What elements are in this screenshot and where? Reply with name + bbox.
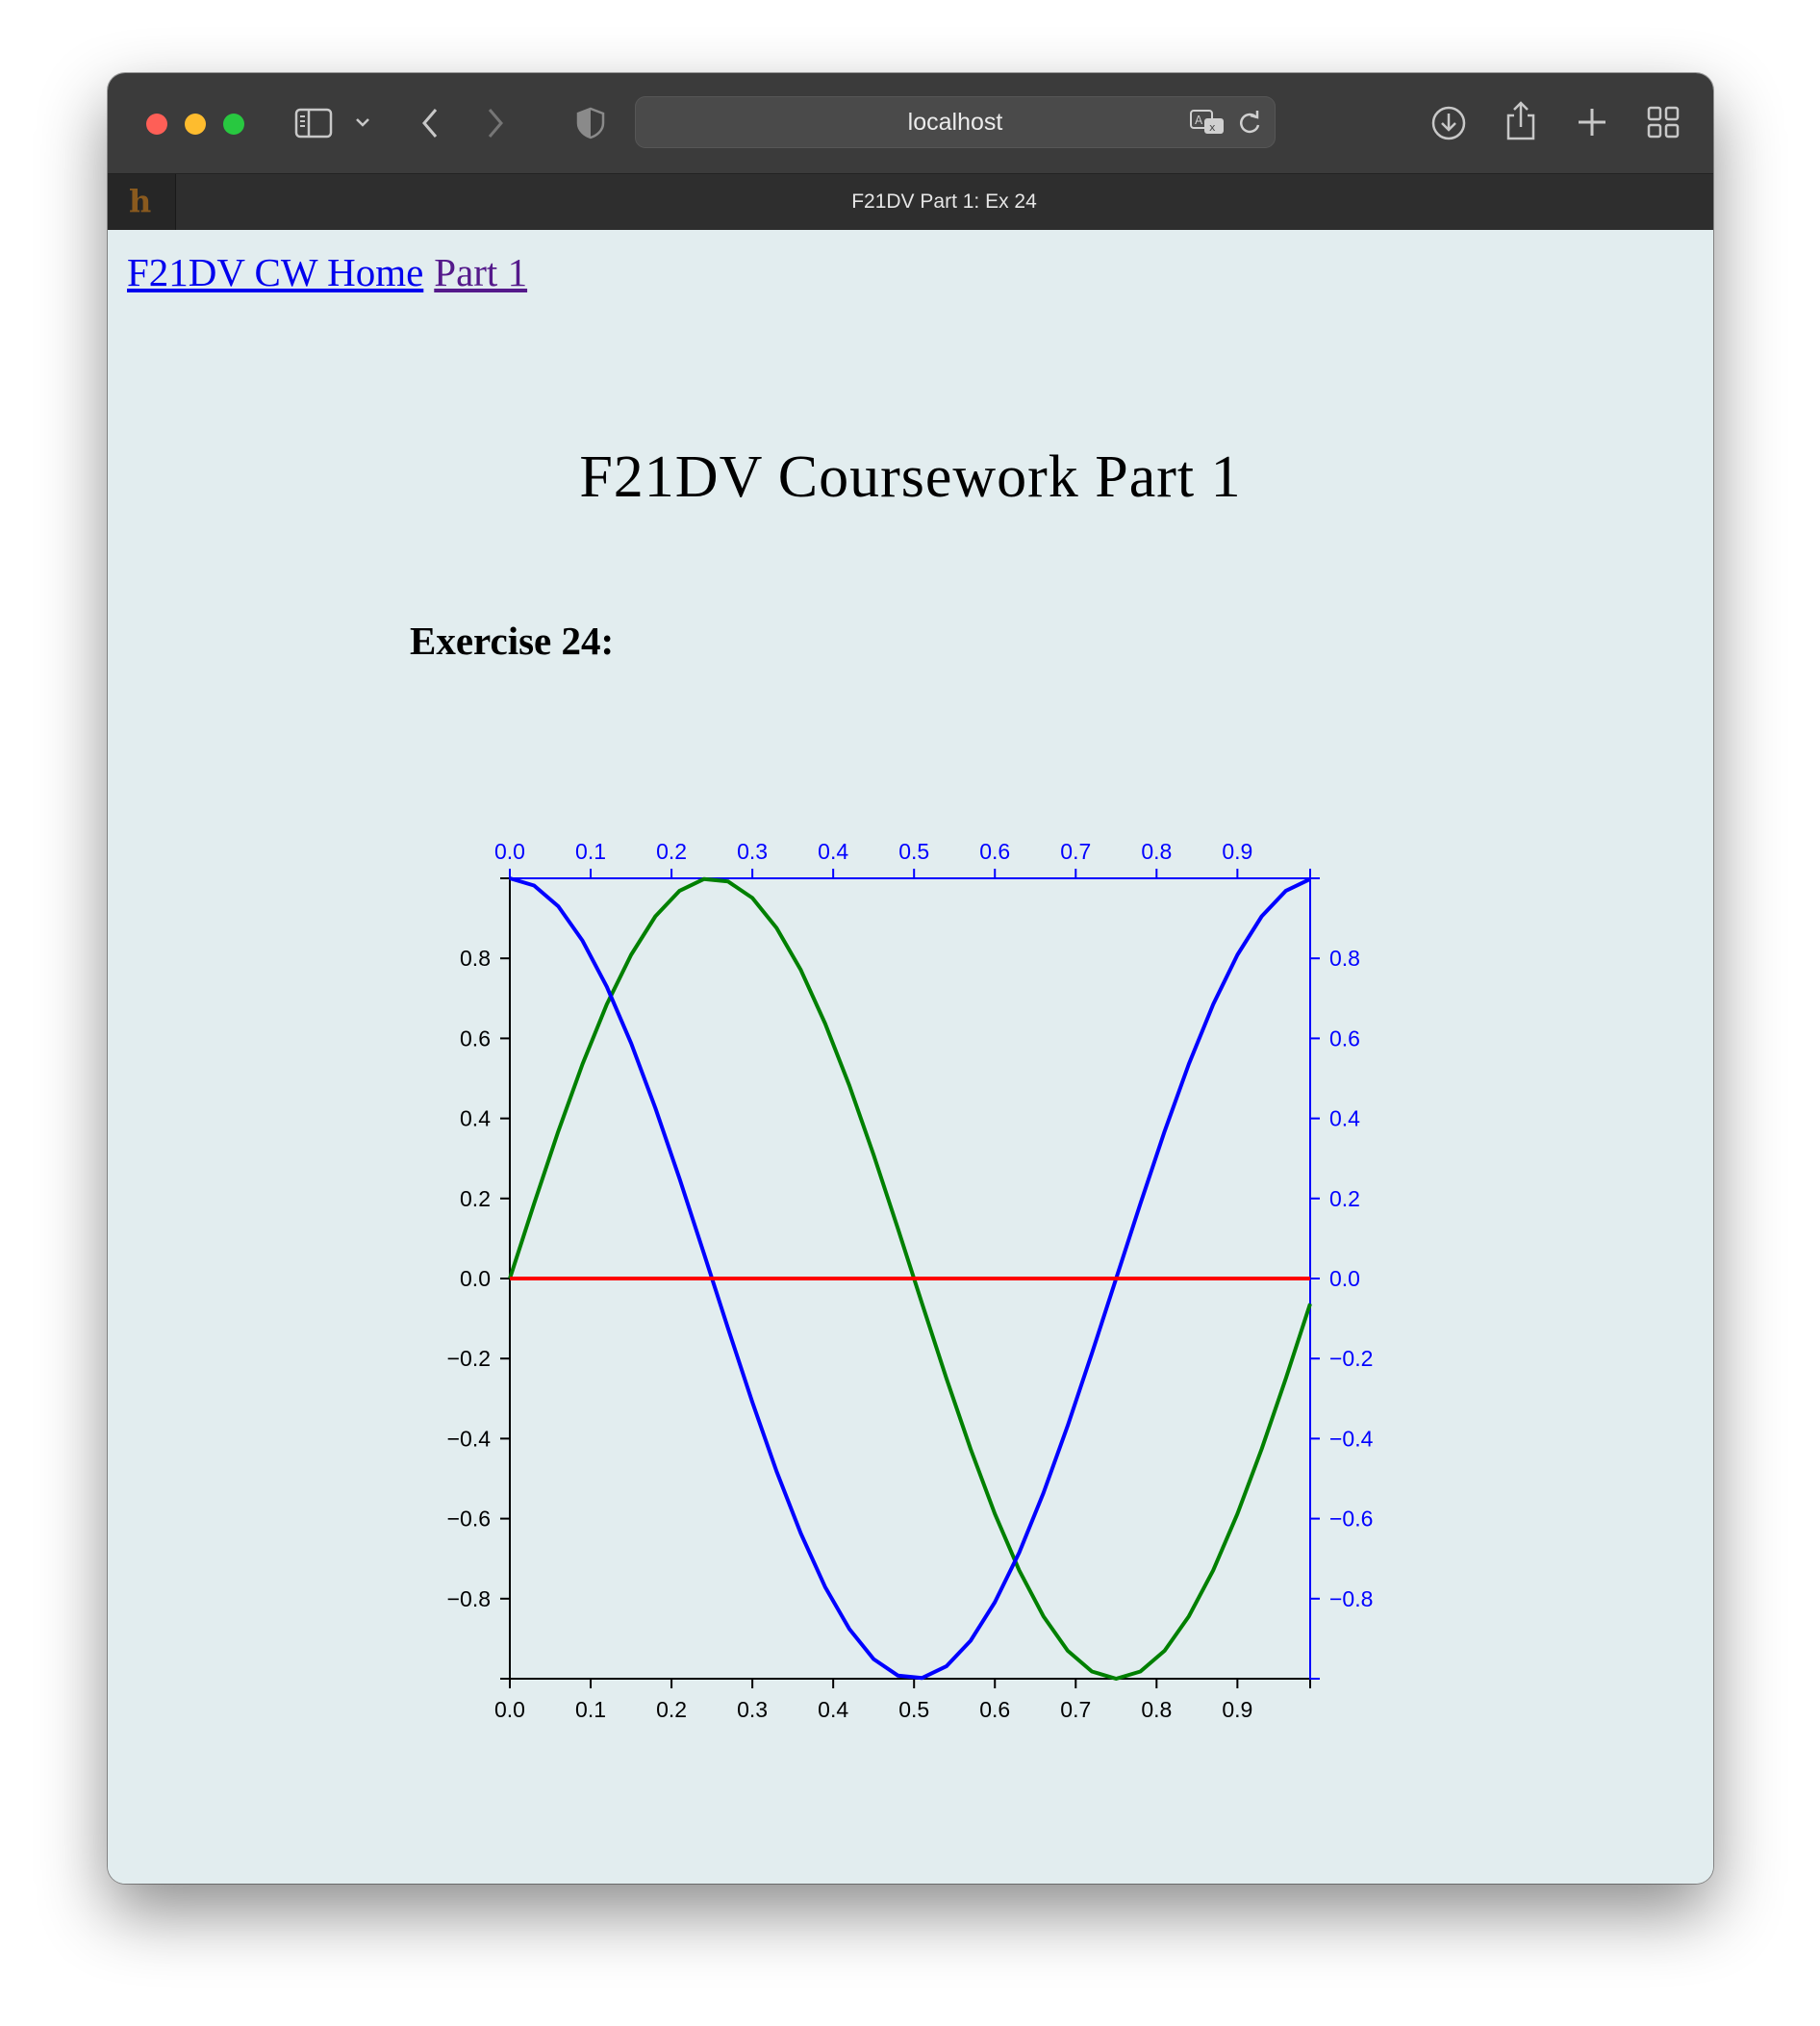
home-link[interactable]: F21DV CW Home: [127, 250, 424, 294]
y-tick-label-left: 0.2: [460, 1186, 491, 1211]
y-tick-label-right: −0.2: [1329, 1346, 1373, 1371]
address-bar[interactable]: localhost A x: [635, 96, 1276, 148]
new-tab-icon[interactable]: [1576, 106, 1608, 139]
back-icon[interactable]: [419, 106, 441, 140]
part1-link[interactable]: Part 1: [434, 250, 528, 294]
sine-series-line: [508, 876, 1312, 1681]
y-tick-label-left: 0.4: [460, 1106, 491, 1131]
exercise-heading: Exercise 24:: [410, 619, 615, 663]
close-window-button[interactable]: [146, 114, 167, 135]
minimize-window-button[interactable]: [185, 114, 206, 135]
y-tick-label-left: −0.6: [447, 1507, 491, 1532]
favicon-icon: h: [129, 183, 152, 219]
x-tick-label-top: 0.7: [1060, 839, 1091, 864]
x-tick-label-bottom: 0.9: [1222, 1697, 1252, 1722]
x-tick-label-bottom: 0.1: [575, 1697, 606, 1722]
x-tick-label-top: 0.6: [979, 839, 1010, 864]
x-tick-label-bottom: 0.5: [898, 1697, 929, 1722]
forward-icon[interactable]: [485, 106, 506, 140]
x-tick-label-bottom: 0.0: [494, 1697, 525, 1722]
x-tick-label-bottom: 0.7: [1060, 1697, 1091, 1722]
tab-bar: h F21DV Part 1: Ex 24: [108, 173, 1713, 231]
x-tick-label-top: 0.9: [1222, 839, 1252, 864]
svg-text:A: A: [1195, 114, 1203, 127]
sin-cos-chart: 0.0 0.0 0.1 0.1 0.2 0.2 0.3 0.3 0.4 0.4 0.5 0.5 0.6 0…: [447, 839, 1374, 1722]
browser-toolbar: localhost A x: [108, 73, 1713, 173]
y-tick-label-right: −0.4: [1329, 1426, 1374, 1451]
address-text: localhost: [907, 109, 1003, 136]
y-tick-label-right: −0.8: [1329, 1586, 1373, 1611]
x-tick-label-bottom: 0.3: [737, 1697, 768, 1722]
x-tick-label-top: 0.1: [575, 839, 606, 864]
page-content: F21DV CW Home Part 1 F21DV Coursework Par…: [108, 230, 1713, 1884]
nav-links: F21DV CW Home Part 1: [127, 249, 527, 295]
zoom-window-button[interactable]: [223, 114, 244, 135]
page-title: F21DV Coursework Part 1: [579, 444, 1242, 510]
reload-icon[interactable]: [1237, 110, 1262, 137]
sidebar-icon[interactable]: [294, 108, 333, 139]
shield-icon[interactable]: [575, 106, 606, 140]
svg-text:x: x: [1209, 121, 1216, 134]
x-tick-label-top: 0.4: [818, 839, 848, 864]
y-tick-label-right: −0.6: [1329, 1507, 1373, 1532]
x-tick-label-top: 0.2: [656, 839, 687, 864]
y-tick-label-right: 0.2: [1329, 1186, 1360, 1211]
y-tick-label-left: −0.2: [447, 1346, 491, 1371]
cosine-series-line: [509, 876, 1311, 1681]
x-axis-bottom: [509, 1678, 1311, 1688]
share-icon[interactable]: [1504, 100, 1537, 142]
tab-overview-icon[interactable]: [1647, 106, 1680, 139]
translate-icon[interactable]: A x: [1189, 108, 1227, 137]
y-tick-label-left: 0.0: [460, 1266, 491, 1291]
y-tick-label-right: 0.6: [1329, 1026, 1360, 1051]
x-tick-label-top: 0.8: [1141, 839, 1172, 864]
y-tick-label-left: 0.6: [460, 1026, 491, 1051]
x-tick-label-top: 0.5: [898, 839, 929, 864]
x-tick-label-bottom: 0.4: [818, 1697, 848, 1722]
y-tick-label-right: 0.8: [1329, 946, 1360, 971]
x-tick-label-bottom: 0.8: [1141, 1697, 1172, 1722]
y-tick-label-left: −0.8: [447, 1586, 491, 1611]
y-tick-label-right: 0.0: [1329, 1266, 1360, 1291]
x-axis-top: [509, 869, 1311, 879]
browser-window: localhost A x: [108, 73, 1713, 1884]
download-icon[interactable]: [1429, 104, 1468, 142]
pinned-tab[interactable]: h: [108, 174, 176, 230]
y-tick-label-left: −0.4: [447, 1426, 492, 1451]
x-tick-label-bottom: 0.6: [979, 1697, 1010, 1722]
x-tick-label-bottom: 0.2: [656, 1697, 687, 1722]
chevron-down-icon[interactable]: [354, 115, 371, 131]
y-tick-label-right: 0.4: [1329, 1106, 1360, 1131]
active-tab-title[interactable]: F21DV Part 1: Ex 24: [851, 190, 1037, 213]
y-tick-label-left: 0.8: [460, 946, 491, 971]
x-tick-label-top: 0.3: [737, 839, 768, 864]
x-tick-label-top: 0.0: [494, 839, 525, 864]
